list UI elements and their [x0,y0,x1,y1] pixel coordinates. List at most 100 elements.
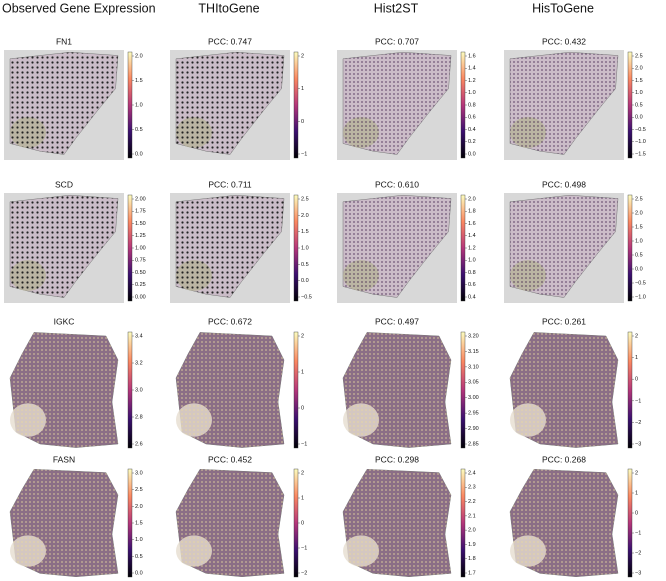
colorbar-tick-label: −1.5 [635,151,646,157]
colorbar-tick-label: 1.25 [135,233,146,239]
colorbar-tick-label: 0 [301,405,304,411]
colorbar-tick-label: 2.0 [301,213,309,219]
colorbar-tick-label: −0.5 [635,280,646,286]
colorbar-tick-label: −3 [635,570,641,576]
colorbar [127,468,133,578]
colorbar-tick-label: 3.0 [135,470,143,476]
panel [504,193,624,303]
colorbar-tick-label: 2.5 [635,53,643,59]
panel-title: PCC: 0.707 [375,36,419,46]
colorbar-tick-label: 1.4 [468,66,476,72]
colorbar-tick-label: 2.0 [468,528,476,534]
colorbar-tick-label: 1.0 [135,537,143,543]
colorbar [127,194,133,302]
colorbar-tick-label: 0.0 [635,266,643,272]
colorbar-tick-label: 1.8 [468,209,476,215]
colorbar-tick-label: −2 [635,420,641,426]
panel-title: PCC: 0.498 [542,179,586,189]
colorbar-tick-label: 1.7 [468,570,476,576]
colorbar-tick-label: 0 [635,510,638,516]
spots [510,469,618,577]
column-header: HisToGene [532,1,594,15]
colorbar-tick-label: 2.90 [468,426,479,432]
spots [510,195,618,298]
colorbar-tick-label: 2.6 [135,441,143,447]
panel [342,468,452,578]
colorbar [127,331,133,449]
colorbar-tick-label: 1 [635,355,638,361]
panel-title: PCC: 0.261 [542,316,586,326]
panel [337,50,457,160]
column-header: THItoGene [198,1,259,15]
colorbar-tick-label: 1.00 [135,245,146,251]
colorbar-tick-label: 0.5 [301,262,309,268]
spots [176,469,284,577]
panel [170,50,290,160]
spots [510,52,618,155]
colorbar-tick-label: −1.0 [635,139,646,145]
spots [343,332,451,448]
colorbar-tick-label: 1.5 [301,229,309,235]
colorbar-tick-label: −0.5 [301,294,312,300]
colorbar-tick-label: 0.5 [635,252,643,258]
panel [9,332,119,448]
colorbar-tick-label: 0.0 [135,151,143,157]
panel-title: SCD [55,179,73,189]
spots [176,195,284,298]
panel-title: PCC: 0.268 [542,454,586,464]
spots [10,52,118,155]
colorbar-tick-label: 2.0 [468,196,476,202]
colorbar-tick-label: 3.4 [135,333,143,339]
colorbar [460,51,466,159]
colorbar [627,51,633,159]
colorbar-tick-label: 3.15 [468,349,479,355]
colorbar-tick-label: 1.5 [135,520,143,526]
colorbar-tick-label: 0.0 [135,570,143,576]
panel [342,332,452,448]
panel [175,332,285,448]
colorbar [293,468,299,578]
colorbar-tick-label: 2 [301,333,304,339]
spots [343,52,451,155]
colorbar-tick-label: 2.5 [301,196,309,202]
colorbar-tick-label: 0 [301,119,304,125]
colorbar-tick-label: 1.9 [468,542,476,548]
spots [343,195,451,298]
colorbar-tick-label: 0.5 [635,102,643,108]
colorbar-tick-label: 0.0 [468,151,476,157]
colorbar-tick-label: 0.00 [135,294,146,300]
panel [175,468,285,578]
colorbar-tick-label: −1 [301,151,307,157]
colorbar [460,194,466,302]
colorbar-tick-label: 1 [301,86,304,92]
colorbar-tick-label: 1.0 [468,258,476,264]
colorbar-tick-label: 1.4 [468,233,476,239]
panel-title: PCC: 0.432 [542,36,586,46]
colorbar-tick-label: 1.0 [635,90,643,96]
colorbar-tick-label: −1 [301,545,307,551]
colorbar-tick-label: 2.5 [135,487,143,493]
panel [504,50,624,160]
colorbar-tick-label: 0.75 [135,258,146,264]
colorbar-tick-label: −1 [635,530,641,536]
colorbar-tick-label: −3 [635,441,641,447]
colorbar-tick-label: 1.0 [635,238,643,244]
colorbar-tick-label: 3.0 [135,387,143,393]
colorbar-tick-label: 2 [635,333,638,339]
panel [509,332,619,448]
spots [10,469,118,577]
panel-title: FN1 [56,36,72,46]
colorbar-tick-label: 1.0 [135,102,143,108]
colorbar-tick-label: 2.3 [468,485,476,491]
colorbar-tick-label: 2.0 [135,53,143,59]
panel-title: FASN [53,454,75,464]
colorbar-tick-label: −2 [301,570,307,576]
colorbar-tick-label: 0.0 [301,278,309,284]
colorbar-tick-label: 0.8 [468,102,476,108]
colorbar-tick-label: 3.00 [468,395,479,401]
colorbar-tick-label: 2.0 [635,210,643,216]
colorbar-tick-label: 2.1 [468,513,476,519]
colorbar-tick-label: 1.50 [135,221,146,227]
colorbar-tick-label: 3.20 [468,333,479,339]
colorbar-tick-label: 0.25 [135,282,146,288]
